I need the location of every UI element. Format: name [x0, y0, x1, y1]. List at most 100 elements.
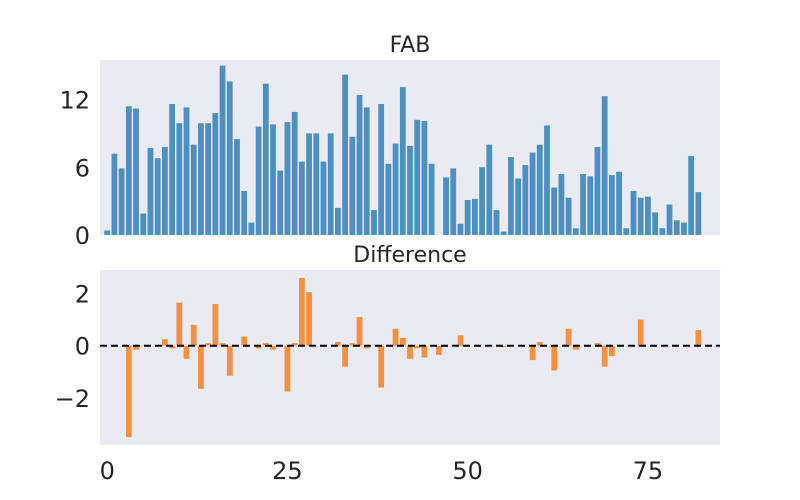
- bar: [234, 139, 240, 235]
- bar: [176, 302, 183, 346]
- bar: [695, 192, 702, 235]
- bar: [198, 123, 204, 235]
- bar: [111, 153, 118, 235]
- bar: [414, 119, 421, 235]
- bar: [306, 292, 312, 346]
- bar: [183, 107, 190, 235]
- bar: [190, 144, 197, 235]
- bar: [356, 95, 363, 235]
- bar: [580, 174, 586, 235]
- bar: [594, 146, 601, 235]
- bar: [190, 324, 197, 346]
- bar: [565, 197, 572, 235]
- bar: [320, 161, 327, 235]
- y-tick-label: 6: [75, 154, 90, 182]
- bar: [140, 213, 147, 235]
- bar: [104, 230, 111, 235]
- bar: [349, 136, 356, 235]
- bar: [327, 133, 334, 235]
- y-tick-label: 12: [59, 87, 90, 115]
- bar: [118, 168, 125, 235]
- bar: [363, 345, 370, 349]
- bar: [493, 210, 500, 235]
- bar: [529, 152, 536, 235]
- bar: [464, 200, 471, 235]
- bar: [248, 222, 255, 235]
- bar: [378, 345, 385, 388]
- bar: [212, 303, 219, 346]
- bar: [255, 345, 262, 349]
- bar: [205, 123, 212, 235]
- bar: [536, 341, 543, 346]
- bar: [371, 210, 377, 235]
- bar: [241, 190, 248, 235]
- bar: [176, 123, 183, 235]
- bar: [486, 144, 493, 235]
- bar: [147, 148, 154, 235]
- bar: [659, 228, 666, 235]
- bar: [407, 345, 413, 359]
- bar: [479, 167, 485, 235]
- bar: [558, 174, 565, 235]
- x-tick-label: 50: [452, 457, 483, 485]
- bar: [125, 106, 132, 235]
- panel-title: FAB: [390, 33, 431, 58]
- bar: [277, 170, 284, 235]
- bar: [500, 345, 507, 348]
- bar: [262, 83, 269, 236]
- bar: [255, 126, 262, 235]
- bar: [162, 146, 168, 235]
- difference-panel: Difference −2 0 2 0 25 50 75: [55, 243, 720, 485]
- bar: [421, 345, 428, 358]
- bar: [601, 96, 608, 235]
- bar: [342, 74, 348, 236]
- bar: [623, 228, 630, 235]
- bar: [125, 345, 132, 438]
- bar: [241, 336, 248, 346]
- bar: [392, 143, 399, 235]
- bar: [335, 207, 341, 235]
- bar: [515, 178, 522, 235]
- bar: [666, 204, 673, 235]
- bar: [291, 111, 298, 235]
- bar: [226, 81, 233, 235]
- y-tick-label: 2: [75, 281, 90, 309]
- bar: [306, 133, 312, 235]
- bar: [536, 144, 543, 235]
- fab-panel: FAB 0 6 12: [59, 33, 720, 250]
- bar: [284, 345, 291, 392]
- bar: [284, 122, 291, 235]
- bar: [688, 155, 695, 235]
- bar: [399, 87, 406, 235]
- bar: [594, 343, 601, 346]
- bar: [428, 163, 435, 235]
- bar: [544, 125, 550, 235]
- bar: [226, 345, 233, 376]
- bar: [133, 345, 139, 350]
- bar: [450, 168, 457, 235]
- bar: [399, 337, 406, 346]
- bar: [421, 120, 428, 235]
- bar: [342, 345, 348, 367]
- bar: [356, 317, 363, 346]
- bar: [262, 343, 269, 346]
- bar: [133, 108, 139, 235]
- bar: [335, 341, 341, 346]
- bar: [169, 345, 175, 349]
- bar: [392, 328, 399, 346]
- x-tick-label: 25: [272, 457, 303, 485]
- bar: [205, 343, 212, 346]
- bar: [291, 343, 298, 346]
- bar: [637, 319, 644, 346]
- bar: [363, 107, 370, 235]
- bar: [472, 198, 478, 235]
- bar: [435, 345, 442, 355]
- y-tick-label: −2: [55, 385, 90, 413]
- bar: [630, 190, 637, 235]
- bar: [508, 157, 514, 235]
- bar: [652, 212, 658, 235]
- bar: [298, 277, 305, 346]
- bar: [162, 339, 168, 346]
- y-tick-label: 0: [75, 222, 90, 250]
- bar: [565, 328, 572, 346]
